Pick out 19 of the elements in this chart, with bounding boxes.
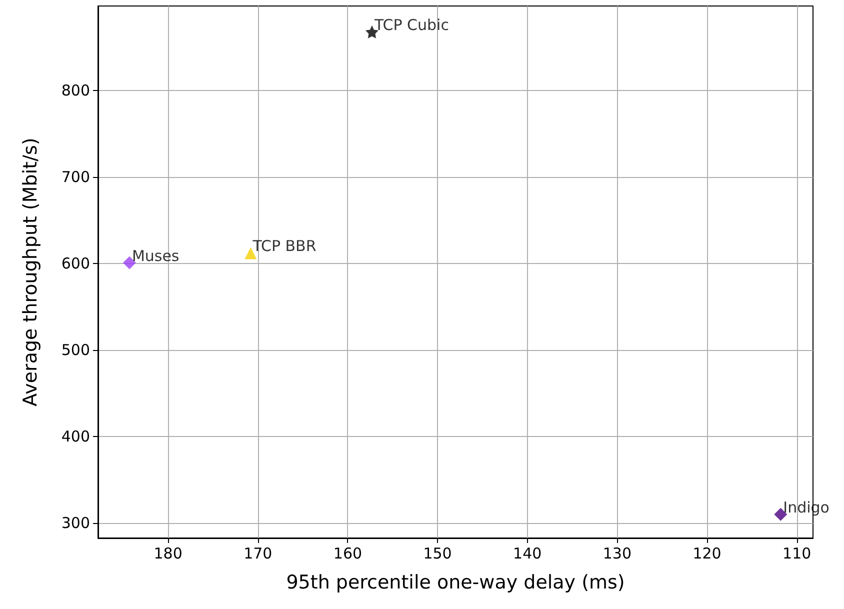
x-tick-label: 180 <box>154 544 182 562</box>
x-axis-title: 95th percentile one-way delay (ms) <box>286 572 625 594</box>
y-tick-label: 700 <box>61 168 90 186</box>
y-tick-label: 500 <box>61 341 90 360</box>
x-tick-label: 120 <box>692 544 722 562</box>
y-tick-label: 400 <box>61 428 90 446</box>
x-tick-label: 140 <box>513 544 542 562</box>
x-tick-label: 170 <box>244 544 272 562</box>
series-label: TCP BBR <box>252 237 316 256</box>
series-label: Muses <box>132 246 180 265</box>
y-tick-label: 800 <box>61 82 90 100</box>
y-tick-label: 300 <box>61 514 90 532</box>
x-tick-label: 110 <box>782 544 812 562</box>
y-tick-label: 600 <box>61 254 90 273</box>
y-axis-title: Average throughput (Mbit/s) <box>20 138 42 406</box>
x-tick-label: 150 <box>423 544 452 562</box>
x-tick-label: 160 <box>333 544 362 562</box>
series-label: TCP Cubic <box>373 16 449 34</box>
x-tick-label: 130 <box>602 544 632 562</box>
